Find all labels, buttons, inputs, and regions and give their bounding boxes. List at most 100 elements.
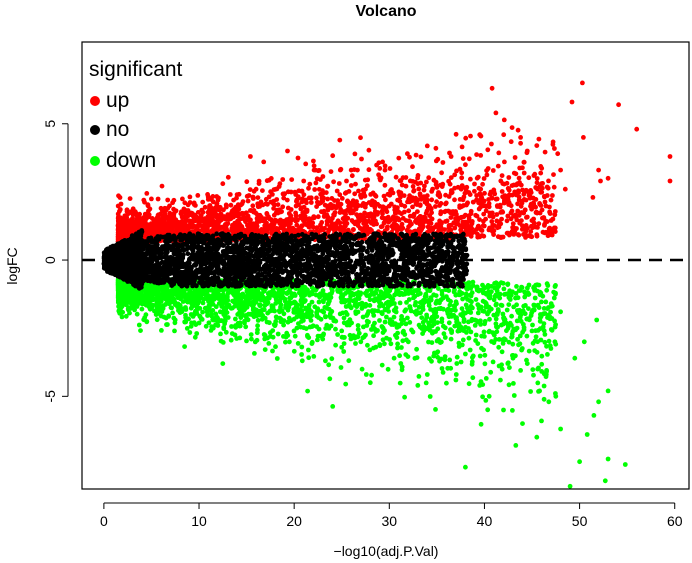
up-point — [538, 164, 544, 169]
up-point — [337, 192, 343, 198]
down-point — [507, 365, 512, 370]
up-point — [459, 175, 465, 181]
down-point — [274, 356, 280, 361]
up-point — [216, 219, 222, 225]
up-point — [369, 219, 375, 225]
down-point — [312, 287, 318, 293]
up-point — [379, 215, 385, 221]
up-point — [193, 203, 198, 208]
up-point — [546, 178, 551, 184]
down-point — [505, 282, 511, 287]
up-point — [407, 199, 412, 205]
down-point — [155, 291, 161, 296]
up-point — [352, 151, 358, 157]
up-point — [265, 201, 270, 207]
down-point — [298, 307, 303, 312]
up-point — [473, 212, 479, 218]
down-point — [476, 303, 481, 308]
down-point — [490, 359, 496, 365]
up-point — [497, 204, 503, 210]
down-point — [292, 291, 297, 297]
up-point — [295, 155, 301, 161]
down-point — [185, 299, 191, 305]
up-point — [279, 209, 284, 215]
up-point — [397, 198, 403, 204]
down-point — [353, 341, 358, 346]
down-point — [299, 293, 304, 299]
down-point — [233, 316, 238, 322]
up-point — [331, 227, 337, 233]
up-point — [392, 210, 398, 216]
down-point — [458, 359, 464, 365]
down-point — [233, 299, 239, 305]
down-point — [315, 333, 321, 339]
down-point — [439, 316, 445, 322]
up-point — [311, 214, 317, 220]
up-point — [365, 212, 371, 217]
down-point — [277, 309, 282, 315]
up-point — [249, 227, 255, 233]
down-point — [399, 367, 405, 373]
up-point — [358, 192, 363, 198]
up-point — [448, 190, 454, 196]
down-point — [356, 293, 361, 299]
up-point — [226, 216, 232, 222]
up-point — [321, 214, 327, 219]
down-point — [454, 318, 460, 323]
up-point — [495, 234, 501, 240]
down-point — [499, 349, 505, 355]
down-point — [505, 361, 511, 366]
up-point — [542, 149, 548, 155]
up-point — [529, 234, 535, 240]
up-point — [215, 197, 221, 203]
down-point — [379, 362, 385, 368]
up-point — [511, 182, 517, 188]
up-point — [185, 208, 191, 213]
up-point — [437, 218, 442, 224]
up-point — [306, 185, 311, 191]
down-point — [426, 339, 431, 345]
up-point — [381, 193, 387, 199]
up-point — [329, 205, 335, 211]
down-point — [499, 322, 504, 328]
up-point — [397, 178, 403, 184]
down-point — [267, 320, 272, 326]
up-point — [505, 186, 511, 191]
up-point — [484, 172, 490, 178]
up-point — [255, 228, 261, 233]
down-point — [228, 337, 234, 343]
down-point — [542, 339, 548, 345]
up-point — [275, 202, 281, 208]
up-point — [209, 206, 215, 211]
up-point — [470, 199, 476, 205]
down-point — [493, 321, 499, 327]
up-point — [250, 203, 256, 209]
up-point — [269, 229, 274, 234]
down-point — [487, 328, 492, 334]
down-point — [473, 297, 479, 302]
up-point — [499, 173, 505, 179]
up-point — [493, 196, 499, 202]
up-point — [377, 203, 383, 209]
down-point — [273, 344, 278, 350]
up-point — [145, 202, 151, 208]
up-point — [233, 224, 239, 230]
up-point — [463, 212, 468, 218]
up-point — [171, 197, 177, 203]
up-point — [385, 224, 390, 230]
down-point — [460, 337, 466, 343]
up-point — [282, 191, 287, 197]
up-point — [399, 182, 405, 188]
down-point — [453, 292, 459, 298]
up-point — [221, 207, 226, 213]
up-point — [531, 216, 536, 222]
up-point — [331, 212, 337, 218]
down-point — [482, 361, 488, 367]
up-point — [415, 209, 420, 215]
up-point — [346, 189, 352, 194]
up-point — [118, 201, 124, 207]
down-point — [343, 381, 349, 387]
up-point — [478, 186, 484, 192]
up-point — [387, 192, 393, 198]
down-point — [285, 333, 291, 338]
